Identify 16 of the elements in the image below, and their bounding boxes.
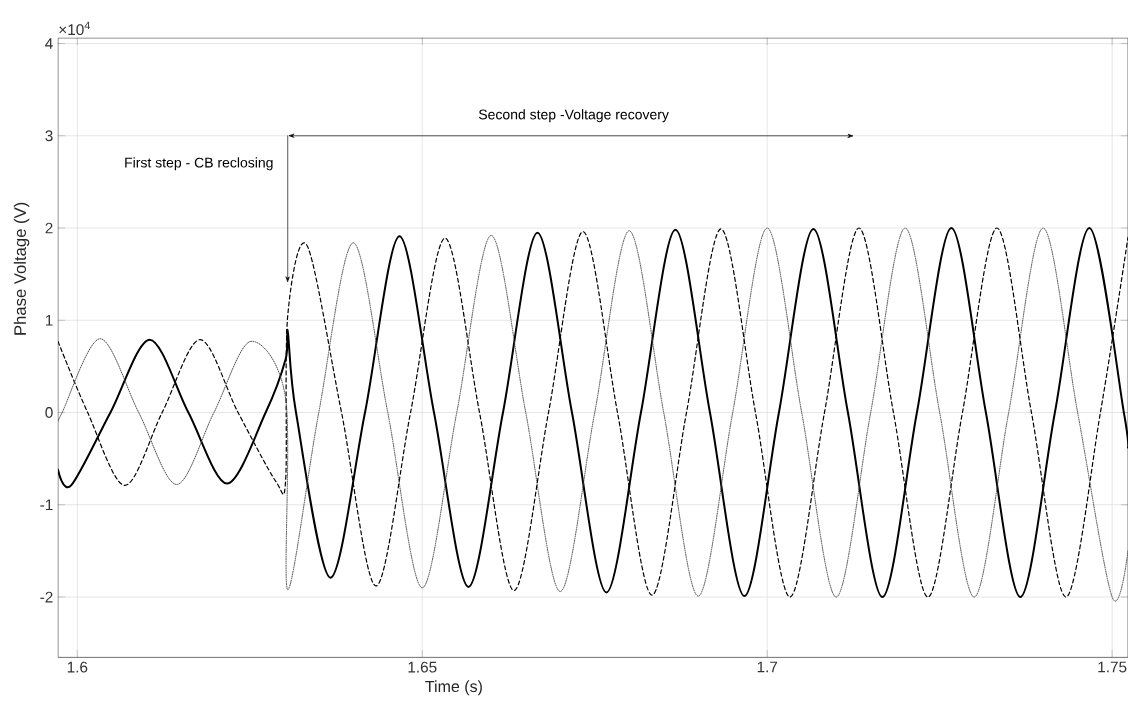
y-axis-title: Phase Voltage (V): [13, 202, 30, 335]
annotation: First step - CB reclosing: [125, 157, 273, 171]
y-tick-label: 2: [45, 222, 53, 234]
x-axis-title: Time (s): [425, 680, 482, 696]
x-tick-label: 1.6: [67, 661, 88, 673]
y-tick-label: -2: [40, 591, 53, 603]
x-tick-label: 1.75: [1098, 661, 1127, 673]
text: ×10$^{4}$: [59, 21, 90, 36]
y-tick-label: 3: [45, 130, 53, 142]
y-tick-label: -1: [40, 499, 53, 511]
annotation: Second step -Voltage recovery: [478, 109, 669, 123]
y-tick-label: 0: [45, 407, 53, 418]
y-tick-label: 1: [45, 315, 53, 326]
y-tick-label: 4: [45, 38, 53, 49]
x-tick-label: 1.65: [408, 661, 437, 673]
x-tick-label: 1.7: [757, 661, 778, 673]
